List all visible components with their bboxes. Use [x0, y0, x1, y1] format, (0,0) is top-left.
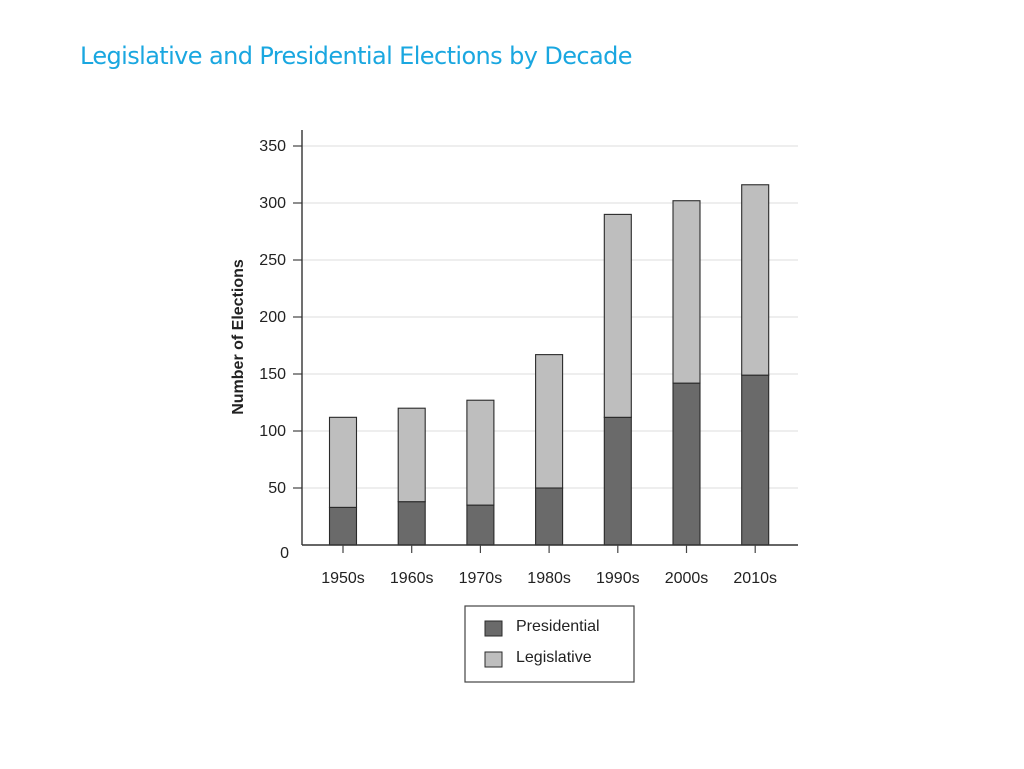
bar-legislative — [397, 407, 426, 503]
bar-legislative — [535, 354, 564, 489]
bar-legislative — [328, 416, 358, 508]
y-tick-label: 250 — [259, 252, 286, 269]
bars — [328, 184, 770, 546]
bar-presidential — [741, 374, 770, 546]
bar-presidential — [466, 504, 495, 546]
x-tick-labels: 1950s 1960s 1970s 1980s 1990s 2000s 2010s — [321, 545, 777, 587]
legend: Presidential Legislative — [464, 605, 635, 683]
x-tick-label: 1980s — [527, 570, 571, 587]
bar-presidential — [603, 416, 632, 546]
x-tick-label: 1960s — [390, 570, 434, 587]
legend-label-presidential: Presidential — [516, 618, 600, 635]
x-tick-label: 1990s — [596, 570, 640, 587]
y-tick-label: 100 — [259, 423, 286, 440]
legend-label-legislative: Legislative — [516, 649, 592, 666]
bar-legislative — [741, 184, 770, 376]
bar-presidential — [397, 501, 426, 546]
y-tick-label: 200 — [259, 309, 286, 326]
legend-swatch-legislative — [484, 651, 503, 668]
y-tick-labels: 0 50 100 150 200 250 300 350 — [259, 138, 289, 562]
x-tick-label: 2000s — [665, 570, 709, 587]
slide-title: Legislative and Presidential Elections b… — [80, 42, 632, 70]
x-tick-label: 1970s — [459, 570, 503, 587]
bar-presidential — [672, 382, 701, 546]
y-tick-label: 300 — [259, 195, 286, 212]
y-tick-label: 150 — [259, 366, 286, 383]
bar-presidential — [328, 506, 358, 546]
x-tick-label: 2010s — [733, 570, 777, 587]
y-tick-label: 0 — [280, 545, 289, 562]
legend-swatch-presidential — [484, 620, 503, 637]
y-axis-title: Number of Elections — [230, 259, 247, 415]
y-tick-label: 350 — [259, 138, 286, 155]
x-tick-label: 1950s — [321, 570, 365, 587]
bar-presidential — [535, 487, 564, 546]
legend-box — [464, 605, 635, 683]
bar-legislative — [466, 399, 495, 506]
axes — [301, 130, 798, 546]
y-tick-label: 50 — [268, 480, 286, 497]
bar-legislative — [603, 213, 632, 418]
bar-legislative — [672, 200, 701, 384]
